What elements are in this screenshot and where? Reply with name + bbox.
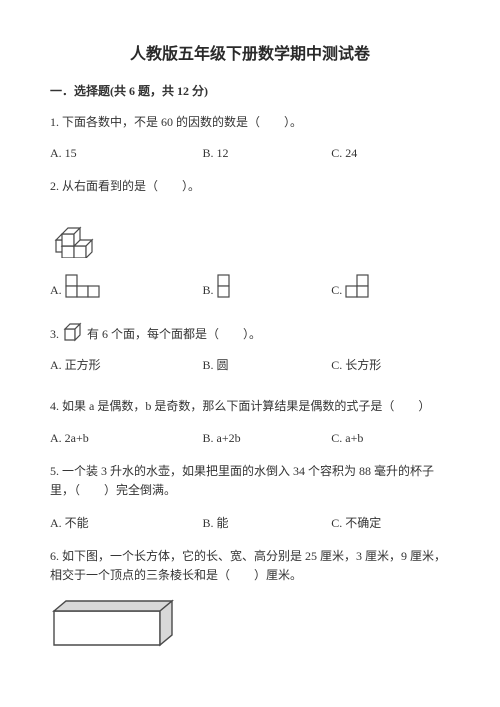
q3-opt-b: B. 圆 (203, 356, 322, 373)
q2-opt-c-icon (345, 274, 371, 298)
q2-opt-c-label: C. (331, 283, 342, 298)
q1-text: 1. 下面各数中，不是 60 的因数的数是（ ）。 (50, 113, 450, 132)
q1-opt-c: C. 24 (331, 146, 450, 161)
q3-pre: 3. (50, 327, 59, 342)
q6-figure (50, 599, 450, 649)
q4-opt-b: B. a+2b (203, 431, 322, 446)
q2-opt-c: C. (331, 274, 450, 298)
q4-text: 4. 如果 a 是偶数，b 是奇数，那么下面计算结果是偶数的式子是（ ） (50, 397, 450, 416)
q6-text: 6. 如下图，一个长方体，它的长、宽、高分别是 25 厘米，3 厘米，9 厘米，… (50, 547, 450, 585)
q2-opt-b-label: B. (203, 283, 214, 298)
q2-figure (50, 210, 450, 258)
q3-text: 3. 有 6 个面，每个面都是（ ）。 (50, 322, 450, 342)
cube-icon (63, 322, 83, 342)
q2-opt-b: B. (203, 274, 322, 298)
q2-opt-a: A. (50, 274, 193, 298)
q2-opt-a-icon (65, 274, 101, 298)
q3-opt-a: A. 正方形 (50, 356, 193, 373)
section-heading: 一．选择题(共 6 题，共 12 分) (50, 82, 450, 99)
q2-text: 2. 从右面看到的是（ ）。 (50, 177, 450, 196)
q2-opt-b-icon (217, 274, 231, 298)
page: 人教版五年级下册数学期中测试卷 一．选择题(共 6 题，共 12 分) 1. 下… (0, 0, 500, 707)
q3-opt-c: C. 长方形 (331, 356, 450, 373)
q1-opt-b: B. 12 (203, 146, 322, 161)
page-title: 人教版五年级下册数学期中测试卷 (50, 40, 450, 64)
q4-opt-a: A. 2a+b (50, 431, 193, 446)
q2-options: A. B. C. (50, 274, 450, 298)
q4-options: A. 2a+b B. a+2b C. a+b (50, 431, 450, 446)
q5-text: 5. 一个装 3 升水的水壶，如果把里面的水倒入 34 个容积为 88 毫升的杯… (50, 462, 450, 500)
q5-opt-b: B. 能 (203, 514, 322, 531)
q3-post: 有 6 个面，每个面都是（ ）。 (87, 325, 261, 342)
q1-opt-a: A. 15 (50, 146, 193, 161)
q1-options: A. 15 B. 12 C. 24 (50, 146, 450, 161)
q5-opt-c: C. 不确定 (331, 514, 450, 531)
cuboid-icon (50, 599, 180, 649)
q3-options: A. 正方形 B. 圆 C. 长方形 (50, 356, 450, 373)
q5-options: A. 不能 B. 能 C. 不确定 (50, 514, 450, 531)
cube-stack-icon (50, 210, 110, 258)
q5-opt-a: A. 不能 (50, 514, 193, 531)
q2-opt-a-label: A. (50, 283, 62, 298)
q4-opt-c: C. a+b (331, 431, 450, 446)
